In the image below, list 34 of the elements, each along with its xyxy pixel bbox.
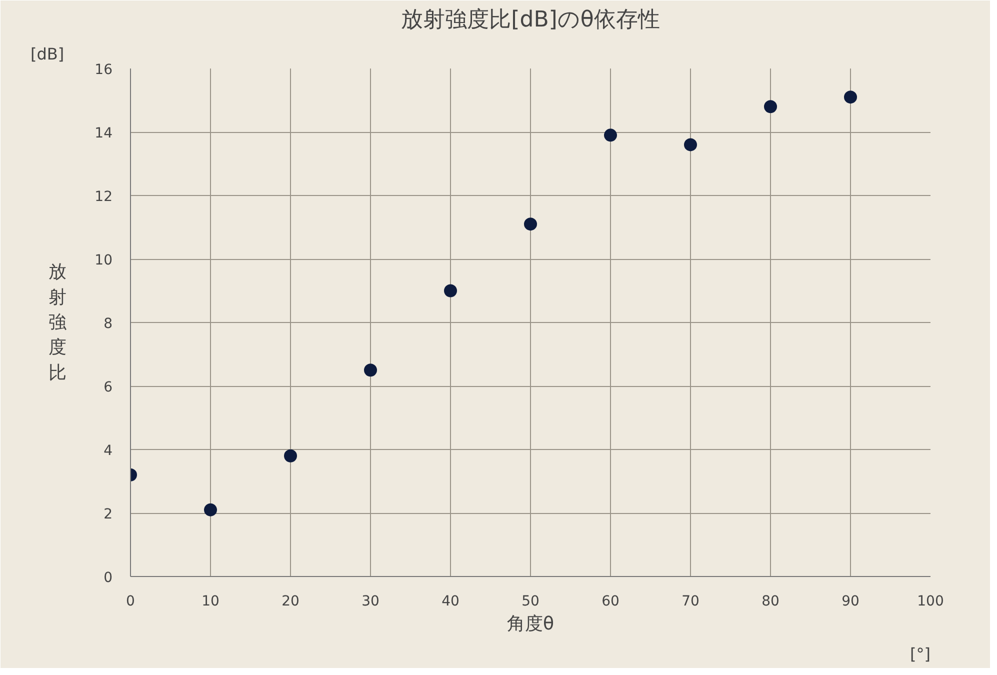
- y-tick-label: 12: [94, 189, 113, 205]
- point: [524, 218, 537, 231]
- text: [°]: [910, 644, 930, 664]
- y-tick-label: 4: [104, 443, 113, 459]
- x-tick-label: 90: [842, 594, 860, 610]
- point: [684, 138, 697, 152]
- point: [604, 128, 617, 142]
- point: [764, 100, 777, 114]
- y-tick-label: 6: [104, 380, 113, 396]
- x-tick-label: 10: [202, 594, 220, 610]
- y-tick-label: 8: [104, 316, 113, 332]
- y-tick-label: 2: [104, 506, 113, 522]
- x-tick-label: 40: [442, 594, 460, 610]
- y-tick-label: 16: [94, 62, 113, 78]
- text: [dB]: [30, 44, 64, 64]
- x-tick-label: 20: [282, 594, 300, 610]
- point: [204, 503, 217, 516]
- x-tick-label: 70: [682, 594, 700, 610]
- y-axis-title: 放射強度比: [48, 262, 67, 384]
- x-tick-label: 80: [762, 594, 780, 610]
- point: [444, 284, 457, 298]
- x-axis-title: 角度θ: [506, 614, 554, 634]
- x-tick-label: 30: [362, 594, 380, 610]
- x-tick-label: 100: [917, 594, 944, 610]
- y-tick-label: 0: [104, 570, 113, 586]
- chart-title: 放射強度比[dB]のθ依存性: [401, 8, 660, 32]
- point: [364, 364, 377, 377]
- point: [844, 90, 857, 104]
- x-tick-label: 60: [602, 594, 620, 610]
- point: [284, 449, 297, 462]
- x-tick-label: 50: [522, 594, 540, 610]
- x-tick-label: 0: [126, 594, 135, 610]
- y-tick-label: 14: [94, 126, 113, 142]
- y-tick-label: 10: [94, 252, 113, 268]
